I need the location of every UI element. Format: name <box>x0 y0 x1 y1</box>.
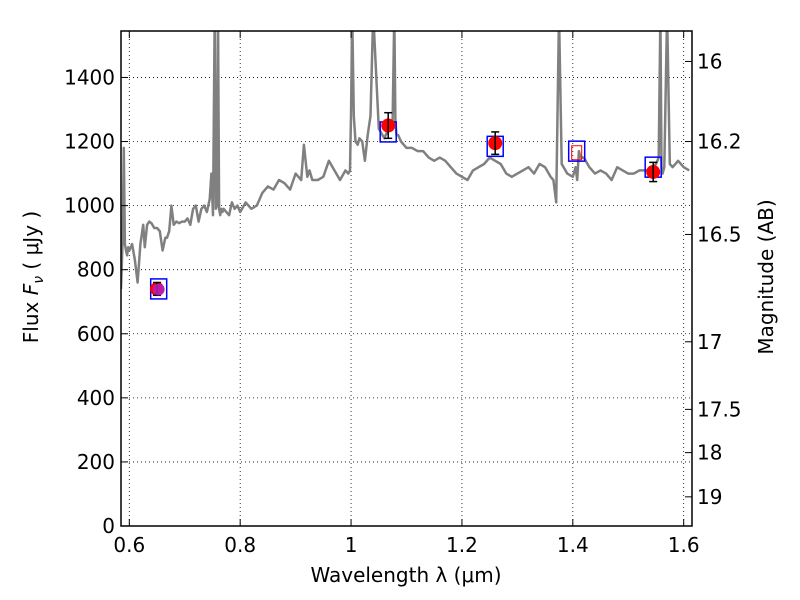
y-tick-label: 200 <box>77 450 115 474</box>
x-tick-label: 0.6 <box>113 533 145 557</box>
right-tick-label: 19 <box>697 485 722 509</box>
grid <box>121 31 692 527</box>
x-tick-label: 1.4 <box>557 533 589 557</box>
right-tick-label: 16.2 <box>697 130 742 154</box>
right-tick-label: 17 <box>697 330 722 354</box>
right-tick-label: 16.5 <box>697 222 742 246</box>
x-tick-label: 1.6 <box>668 533 700 557</box>
magenta-point <box>152 283 165 296</box>
y-tick-label: 600 <box>77 322 115 346</box>
x-axis-label: Wavelength λ (μm) <box>310 563 501 587</box>
plot-frame <box>120 30 693 527</box>
y-axis-label: Flux Fν ( μJy ) <box>19 211 47 343</box>
y-tick-label: 800 <box>77 258 115 282</box>
y-tick-label: 1400 <box>64 65 115 89</box>
right-tick-label: 16 <box>697 49 722 73</box>
y-tick-label: 0 <box>102 514 115 538</box>
model-box-inner <box>571 145 583 161</box>
ticks: 0.6 0.8 1 1.2 1.4 1.6 0 200 400 600 800 1000 1200 140… <box>64 31 742 557</box>
y-tick-label: 1000 <box>64 194 115 218</box>
x-tick-label: 0.8 <box>224 533 256 557</box>
spectrum-line <box>121 31 690 289</box>
y-tick-label: 400 <box>77 386 115 410</box>
model-box <box>567 140 586 162</box>
right-tick-label: 17.5 <box>697 397 742 421</box>
right-tick-label: 18 <box>697 441 722 465</box>
x-tick-label: 1 <box>345 533 358 557</box>
x-tick-label: 1.2 <box>446 533 478 557</box>
right-axis-label: Magnitude (AB) <box>754 199 778 354</box>
y-tick-label: 1200 <box>64 130 115 154</box>
plot-area <box>121 31 690 300</box>
